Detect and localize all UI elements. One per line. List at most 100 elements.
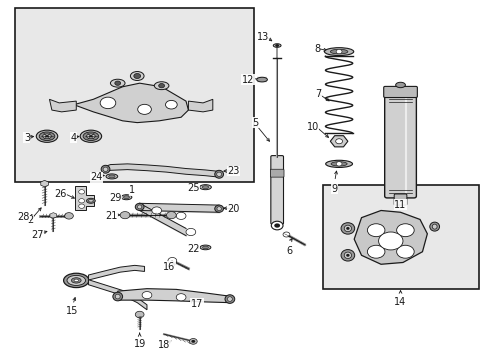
Circle shape bbox=[79, 204, 84, 208]
Ellipse shape bbox=[83, 132, 99, 140]
Ellipse shape bbox=[110, 79, 125, 87]
Ellipse shape bbox=[36, 130, 58, 142]
Polygon shape bbox=[75, 186, 94, 210]
Ellipse shape bbox=[101, 165, 110, 173]
Circle shape bbox=[185, 228, 195, 235]
Text: 4: 4 bbox=[70, 133, 76, 143]
Ellipse shape bbox=[67, 275, 85, 285]
Ellipse shape bbox=[89, 135, 93, 137]
Circle shape bbox=[378, 232, 402, 250]
Text: 26: 26 bbox=[54, 189, 66, 199]
Circle shape bbox=[275, 44, 279, 47]
Ellipse shape bbox=[130, 72, 144, 81]
Ellipse shape bbox=[113, 292, 122, 301]
FancyBboxPatch shape bbox=[384, 94, 415, 198]
Circle shape bbox=[396, 245, 413, 258]
Circle shape bbox=[167, 257, 176, 264]
Circle shape bbox=[396, 224, 413, 237]
Circle shape bbox=[366, 245, 384, 258]
Circle shape bbox=[191, 340, 195, 343]
Polygon shape bbox=[88, 265, 144, 280]
Ellipse shape bbox=[346, 227, 349, 230]
Bar bbox=[322, 185, 478, 289]
Text: 11: 11 bbox=[394, 200, 406, 210]
Polygon shape bbox=[74, 83, 188, 123]
Ellipse shape bbox=[71, 278, 81, 283]
Circle shape bbox=[176, 294, 185, 301]
Circle shape bbox=[115, 81, 121, 85]
Text: 25: 25 bbox=[187, 183, 199, 193]
Ellipse shape bbox=[256, 77, 267, 82]
Text: 23: 23 bbox=[227, 166, 239, 176]
Ellipse shape bbox=[431, 224, 436, 229]
FancyBboxPatch shape bbox=[270, 156, 283, 224]
Circle shape bbox=[335, 162, 341, 166]
Ellipse shape bbox=[202, 186, 208, 189]
Circle shape bbox=[166, 212, 176, 219]
Ellipse shape bbox=[135, 203, 144, 211]
FancyBboxPatch shape bbox=[270, 169, 284, 177]
Ellipse shape bbox=[106, 174, 118, 179]
Text: 5: 5 bbox=[251, 118, 258, 128]
Ellipse shape bbox=[63, 273, 89, 288]
Ellipse shape bbox=[346, 254, 349, 257]
Ellipse shape bbox=[199, 185, 211, 190]
Circle shape bbox=[100, 97, 116, 109]
Polygon shape bbox=[105, 164, 219, 177]
Ellipse shape bbox=[330, 162, 346, 166]
Text: 19: 19 bbox=[133, 338, 145, 348]
Ellipse shape bbox=[273, 44, 281, 47]
Text: 18: 18 bbox=[158, 340, 170, 350]
Ellipse shape bbox=[224, 295, 234, 303]
Circle shape bbox=[176, 212, 185, 220]
Circle shape bbox=[142, 292, 152, 299]
Text: 10: 10 bbox=[306, 122, 319, 132]
Circle shape bbox=[283, 232, 289, 237]
Text: 15: 15 bbox=[66, 306, 79, 316]
Ellipse shape bbox=[214, 205, 223, 212]
Polygon shape bbox=[353, 211, 427, 264]
Ellipse shape bbox=[395, 82, 405, 87]
Ellipse shape bbox=[325, 160, 352, 167]
Text: 3: 3 bbox=[24, 133, 30, 143]
Ellipse shape bbox=[200, 245, 210, 250]
Text: 28: 28 bbox=[18, 212, 30, 221]
Circle shape bbox=[335, 49, 341, 54]
Text: 6: 6 bbox=[285, 246, 292, 256]
Circle shape bbox=[152, 207, 161, 214]
Ellipse shape bbox=[86, 198, 95, 203]
Text: 20: 20 bbox=[227, 204, 239, 215]
Circle shape bbox=[135, 311, 144, 318]
Ellipse shape bbox=[86, 134, 95, 139]
Text: 24: 24 bbox=[91, 172, 103, 182]
Ellipse shape bbox=[103, 167, 108, 171]
Text: 9: 9 bbox=[331, 184, 337, 194]
Ellipse shape bbox=[227, 297, 232, 301]
Ellipse shape bbox=[80, 130, 102, 142]
FancyBboxPatch shape bbox=[383, 86, 416, 98]
Ellipse shape bbox=[344, 252, 351, 258]
Text: 12: 12 bbox=[242, 75, 254, 85]
Ellipse shape bbox=[123, 196, 129, 199]
Circle shape bbox=[165, 100, 177, 109]
Text: 1: 1 bbox=[129, 185, 135, 195]
Ellipse shape bbox=[429, 222, 439, 231]
Text: 27: 27 bbox=[31, 230, 43, 239]
FancyBboxPatch shape bbox=[393, 194, 406, 205]
Bar bbox=[15, 8, 254, 182]
Text: 8: 8 bbox=[313, 44, 320, 54]
Text: 16: 16 bbox=[163, 262, 175, 272]
Text: 2: 2 bbox=[27, 215, 34, 225]
Circle shape bbox=[79, 199, 84, 203]
Circle shape bbox=[64, 213, 73, 219]
Ellipse shape bbox=[39, 132, 55, 140]
Polygon shape bbox=[188, 99, 212, 112]
Ellipse shape bbox=[340, 223, 354, 234]
Polygon shape bbox=[88, 280, 147, 310]
Text: 7: 7 bbox=[315, 89, 321, 99]
Circle shape bbox=[158, 84, 164, 88]
Ellipse shape bbox=[115, 294, 120, 299]
Circle shape bbox=[271, 221, 283, 230]
Ellipse shape bbox=[108, 175, 115, 178]
Text: 22: 22 bbox=[187, 244, 199, 254]
